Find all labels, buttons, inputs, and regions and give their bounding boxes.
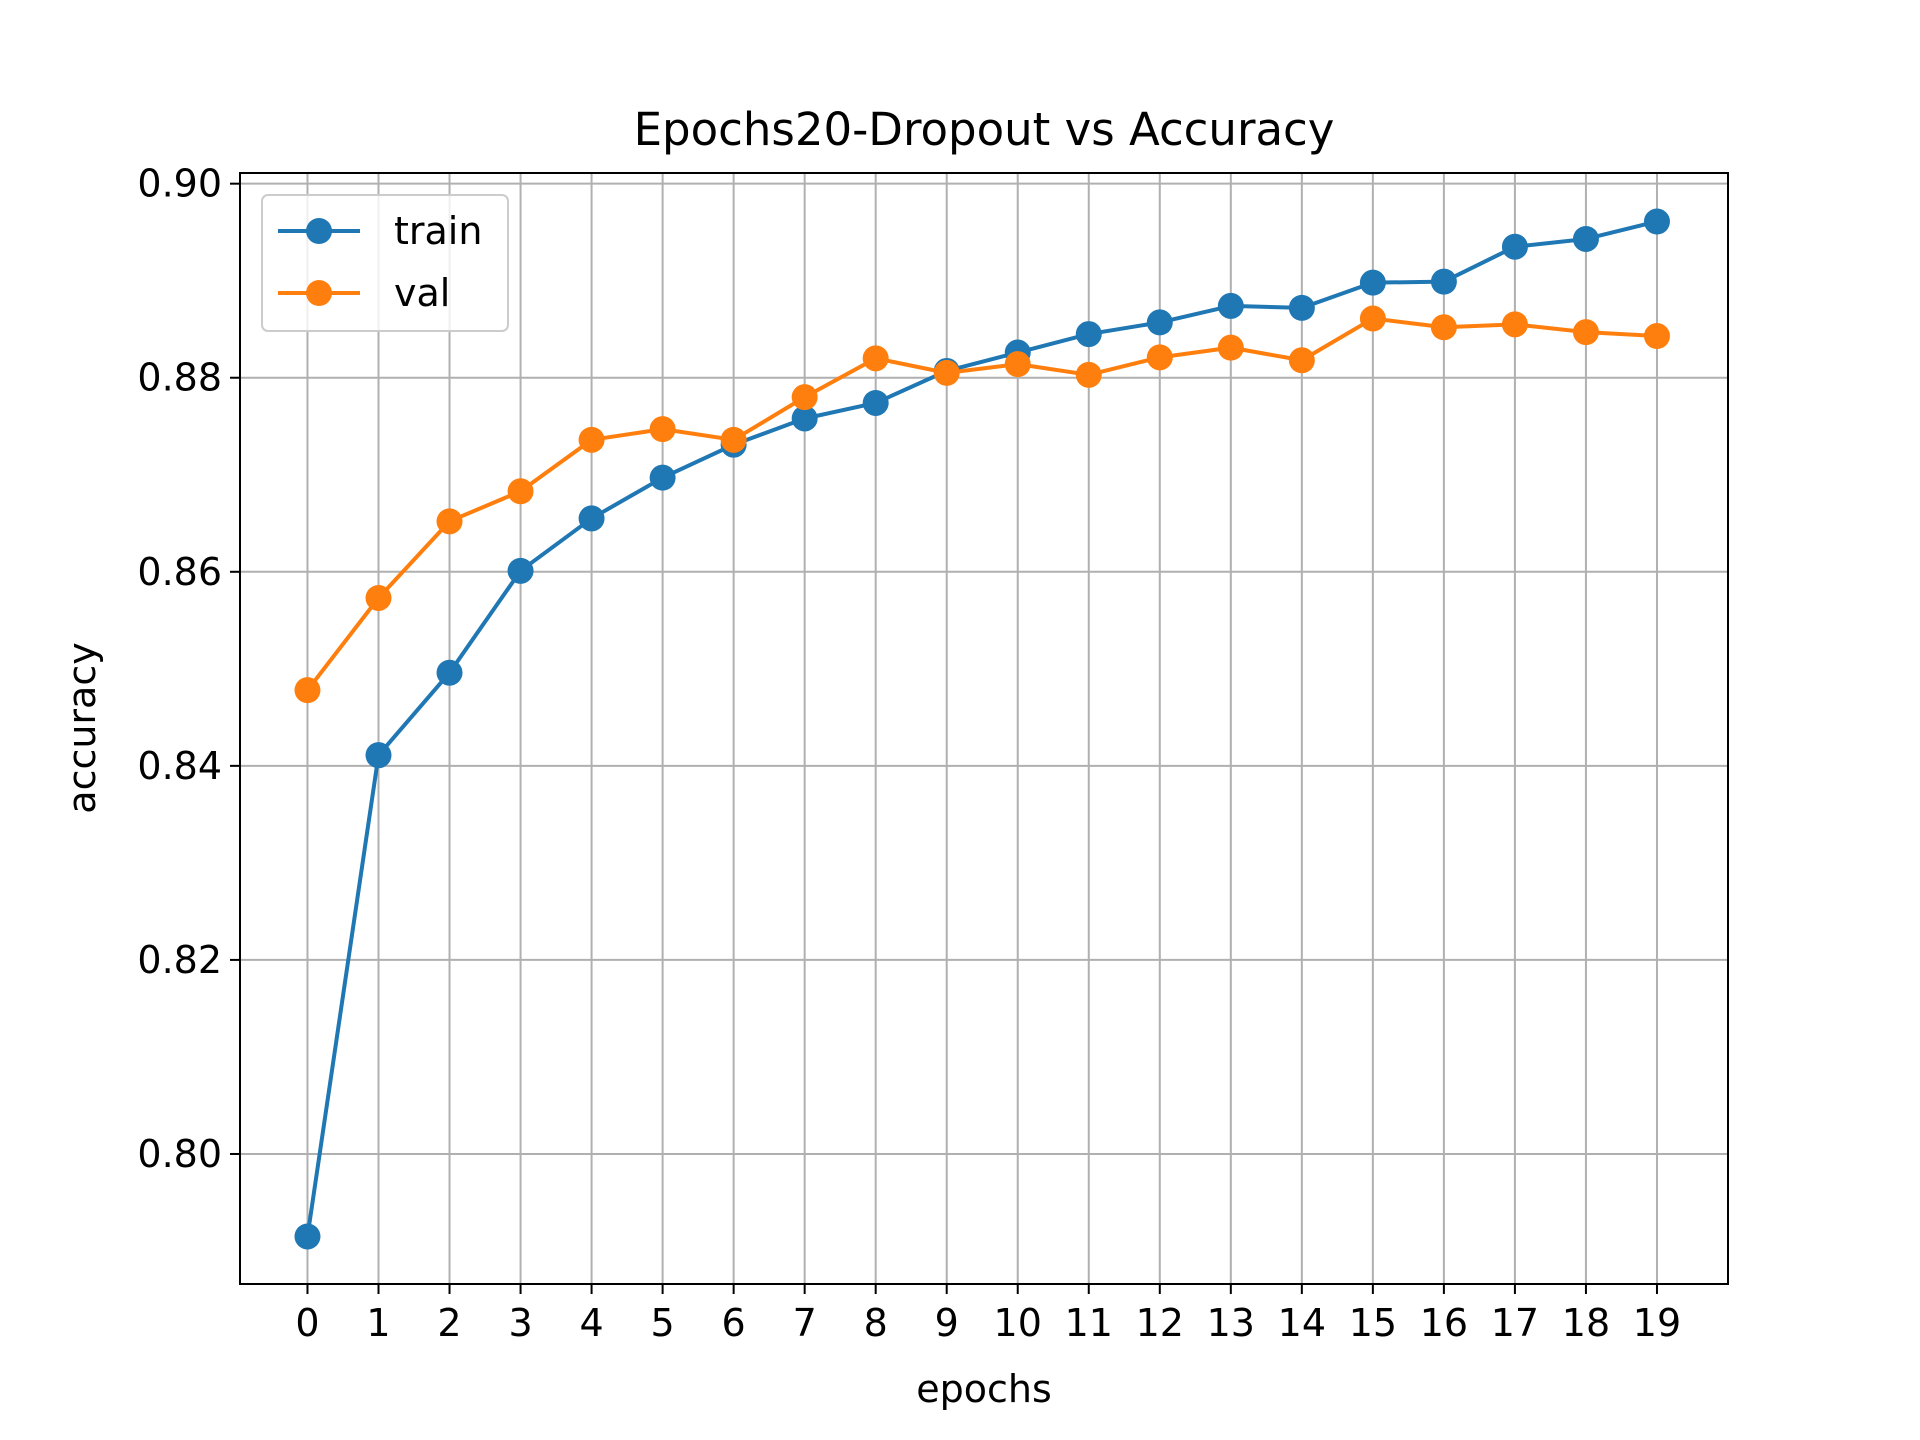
x-tick-label: 6 <box>722 1301 746 1345</box>
data-point-val <box>365 584 392 611</box>
data-point-val <box>1643 323 1670 350</box>
y-tick-label: 0.86 <box>137 550 222 594</box>
data-point-val <box>791 384 818 411</box>
data-point-train <box>294 1223 321 1250</box>
y-tick-label: 0.90 <box>137 162 222 206</box>
data-point-val <box>1075 361 1102 388</box>
y-tick-label: 0.88 <box>137 356 222 400</box>
x-tick-label: 5 <box>651 1301 675 1345</box>
plot-area-background <box>240 173 1728 1284</box>
x-tick-label: 15 <box>1349 1301 1397 1345</box>
x-tick-label: 8 <box>864 1301 888 1345</box>
x-tick-label: 17 <box>1491 1301 1539 1345</box>
y-tick-label: 0.84 <box>137 744 222 788</box>
data-point-val <box>1501 311 1528 338</box>
x-tick-label: 16 <box>1420 1301 1468 1345</box>
data-point-val <box>649 416 676 443</box>
data-point-train <box>578 505 605 532</box>
legend-val-label: val <box>394 271 450 315</box>
data-point-val <box>862 345 889 372</box>
x-tick-label: 14 <box>1278 1301 1326 1345</box>
x-tick-label: 3 <box>508 1301 532 1345</box>
x-tick-label: 11 <box>1065 1301 1113 1345</box>
legend-train-marker <box>306 218 332 244</box>
x-tick-label: 10 <box>994 1301 1042 1345</box>
data-point-train <box>862 389 889 416</box>
chart-title: Epochs20-Dropout vs Accuracy <box>634 103 1335 156</box>
legend-val-marker <box>306 280 332 306</box>
x-axis-title: epochs <box>916 1367 1052 1411</box>
series-group <box>294 208 1670 1250</box>
data-point-train <box>1643 208 1670 235</box>
data-point-train <box>649 464 676 491</box>
x-tick-label: 18 <box>1562 1301 1610 1345</box>
data-point-train <box>1359 269 1386 296</box>
x-tick-label: 2 <box>437 1301 461 1345</box>
x-tick-label: 7 <box>793 1301 817 1345</box>
y-axis-title: accuracy <box>60 642 104 813</box>
data-point-val <box>436 508 463 535</box>
x-tick-label: 9 <box>935 1301 959 1345</box>
data-point-val <box>578 426 605 453</box>
data-point-val <box>933 359 960 386</box>
data-point-val <box>1359 305 1386 332</box>
data-point-val <box>1004 351 1031 378</box>
data-point-train <box>507 557 534 584</box>
x-tick-label: 12 <box>1136 1301 1184 1345</box>
x-tick-label: 4 <box>579 1301 603 1345</box>
data-point-train <box>1572 225 1599 252</box>
x-tick-label: 0 <box>295 1301 319 1345</box>
x-tick-label: 19 <box>1633 1301 1681 1345</box>
x-tick-label: 13 <box>1207 1301 1255 1345</box>
x-tick-label: 1 <box>366 1301 390 1345</box>
x-axis: 0 1 2 3 4 5 6 7 8 9 10 11 12 13 14 15 16 17 18 19 <box>295 1284 1681 1345</box>
y-axis: 0.80 0.82 0.84 0.86 0.88 0.90 <box>137 162 240 1176</box>
data-point-val <box>1146 344 1173 371</box>
data-point-train <box>1146 309 1173 336</box>
data-point-val <box>507 478 534 505</box>
data-point-val <box>1572 319 1599 346</box>
data-point-val <box>720 426 747 453</box>
y-tick-label: 0.80 <box>137 1132 222 1176</box>
data-point-train <box>1217 292 1244 319</box>
data-point-train <box>791 405 818 432</box>
data-point-train <box>1430 268 1457 295</box>
plot-frame <box>239 172 1729 1285</box>
y-tick-label: 0.82 <box>137 938 222 982</box>
data-point-val <box>294 677 321 704</box>
data-point-train <box>365 742 392 769</box>
data-point-val <box>1288 347 1315 374</box>
data-point-val <box>1430 314 1457 341</box>
legend-train-label: train <box>394 209 482 253</box>
legend: train val <box>261 194 509 332</box>
data-point-train <box>436 659 463 686</box>
data-point-train <box>1075 321 1102 348</box>
data-point-train <box>1501 233 1528 260</box>
data-point-val <box>1217 334 1244 361</box>
data-point-train <box>1288 294 1315 321</box>
